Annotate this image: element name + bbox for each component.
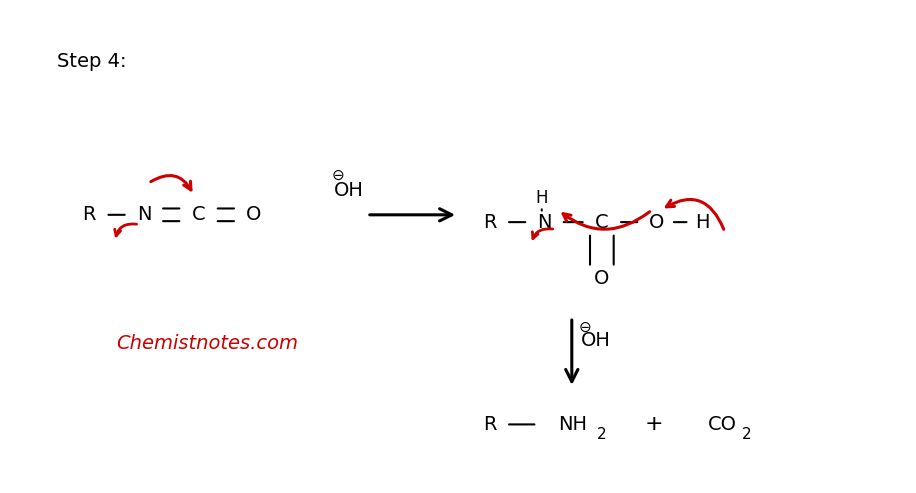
Text: H: H [694,212,709,232]
Text: O: O [649,212,664,232]
Text: 2: 2 [596,426,606,442]
Text: ⊖: ⊖ [332,168,344,183]
Text: N: N [538,212,551,232]
Text: 2: 2 [742,426,752,442]
Text: O: O [594,269,609,288]
Text: O: O [245,205,261,224]
Text: CO: CO [708,415,737,434]
Text: R: R [483,415,496,434]
Text: C: C [191,205,205,224]
Text: +: + [645,415,663,434]
Text: C: C [595,212,608,232]
Text: NH: NH [558,415,587,434]
Text: OH: OH [581,331,611,350]
Text: N: N [136,205,151,224]
Text: Chemistnotes.com: Chemistnotes.com [116,334,299,353]
Text: ⊖: ⊖ [579,319,592,334]
Text: R: R [483,212,496,232]
Text: R: R [82,205,96,224]
Text: OH: OH [333,181,364,200]
Text: Step 4:: Step 4: [58,52,127,71]
Text: H: H [536,189,548,207]
